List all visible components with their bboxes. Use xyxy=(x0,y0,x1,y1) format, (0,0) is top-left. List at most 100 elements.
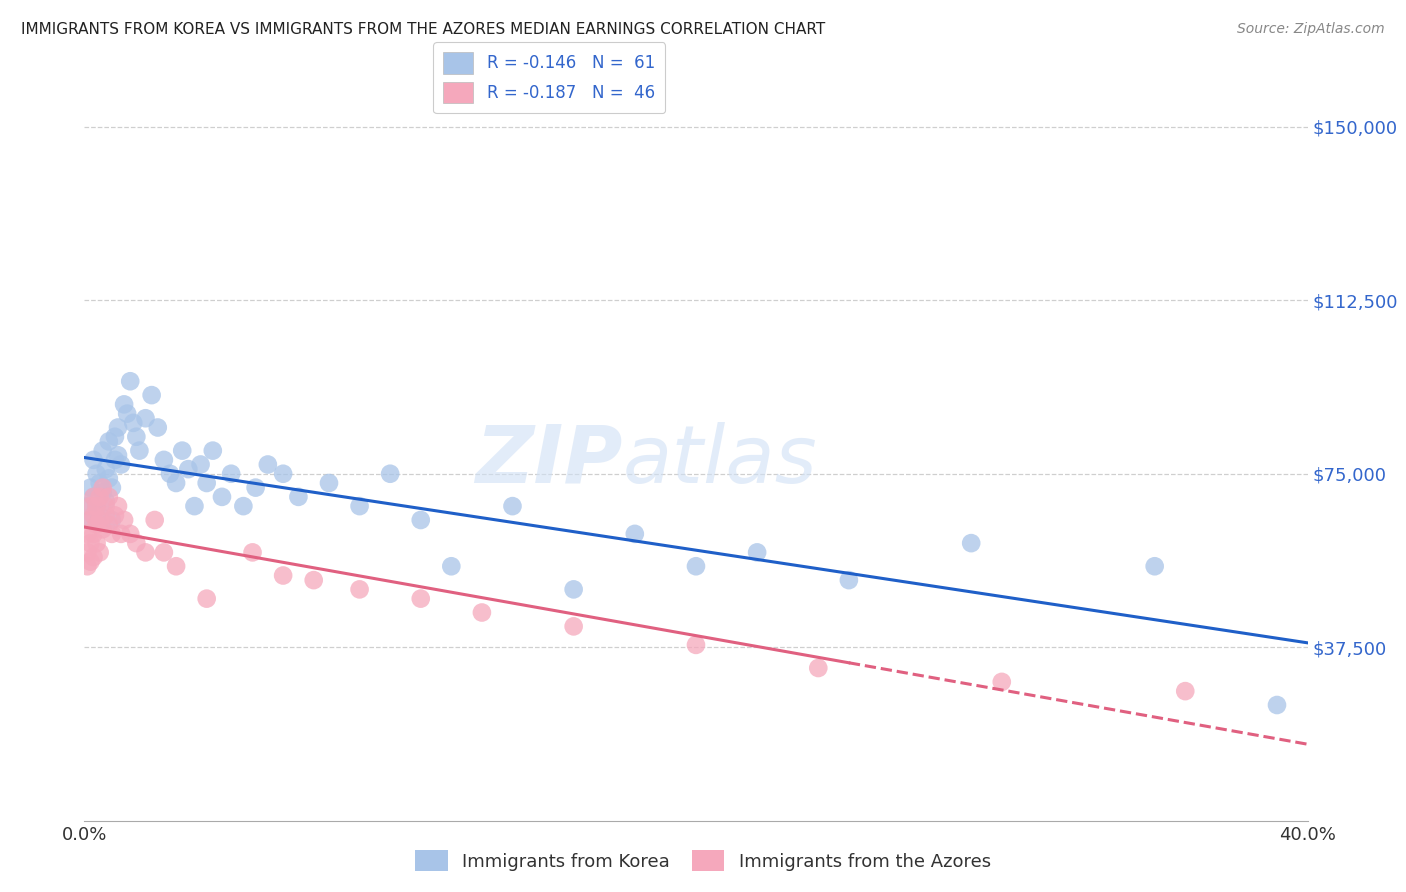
Point xyxy=(125,536,148,550)
Point xyxy=(135,545,157,559)
Point xyxy=(135,411,157,425)
Text: atlas: atlas xyxy=(623,422,817,500)
Point xyxy=(79,513,101,527)
Point xyxy=(349,582,371,597)
Point xyxy=(89,513,111,527)
Point xyxy=(86,536,108,550)
Point xyxy=(83,527,105,541)
Point xyxy=(112,513,135,527)
Point xyxy=(287,490,309,504)
Point xyxy=(1174,684,1197,698)
Point xyxy=(115,407,138,421)
Point xyxy=(747,545,769,559)
Text: ZIP: ZIP xyxy=(475,422,623,500)
Point xyxy=(502,499,524,513)
Point xyxy=(153,545,176,559)
Point xyxy=(91,485,114,500)
Point xyxy=(83,549,105,564)
Point xyxy=(440,559,463,574)
Point xyxy=(91,443,114,458)
Point xyxy=(685,638,707,652)
Point xyxy=(83,453,105,467)
Point xyxy=(101,527,124,541)
Point xyxy=(89,508,111,523)
Legend: R = -0.146   N =  61, R = -0.187   N =  46: R = -0.146 N = 61, R = -0.187 N = 46 xyxy=(433,42,665,113)
Point xyxy=(86,499,108,513)
Point xyxy=(177,462,200,476)
Point xyxy=(107,448,129,462)
Point xyxy=(271,568,294,582)
Point xyxy=(219,467,242,481)
Point xyxy=(172,443,194,458)
Point xyxy=(89,475,111,490)
Point xyxy=(195,591,218,606)
Point xyxy=(201,443,224,458)
Point xyxy=(76,545,98,559)
Point xyxy=(79,536,101,550)
Point xyxy=(807,661,830,675)
Point xyxy=(76,559,98,574)
Point xyxy=(211,490,233,504)
Point xyxy=(91,481,114,495)
Point xyxy=(271,467,294,481)
Point xyxy=(409,591,432,606)
Point xyxy=(685,559,707,574)
Point xyxy=(89,545,111,559)
Point xyxy=(79,499,101,513)
Point xyxy=(991,674,1014,689)
Point xyxy=(349,499,371,513)
Point xyxy=(101,481,124,495)
Point xyxy=(242,545,264,559)
Point xyxy=(165,559,187,574)
Point xyxy=(232,499,254,513)
Point xyxy=(141,388,163,402)
Point xyxy=(97,434,120,449)
Point xyxy=(83,490,105,504)
Point xyxy=(409,513,432,527)
Point xyxy=(101,513,124,527)
Point xyxy=(97,517,120,532)
Point xyxy=(125,430,148,444)
Point xyxy=(104,508,127,523)
Point xyxy=(79,513,101,527)
Point xyxy=(97,490,120,504)
Point xyxy=(122,416,145,430)
Text: IMMIGRANTS FROM KOREA VS IMMIGRANTS FROM THE AZORES MEDIAN EARNINGS CORRELATION : IMMIGRANTS FROM KOREA VS IMMIGRANTS FROM… xyxy=(21,22,825,37)
Point xyxy=(146,420,169,434)
Point xyxy=(838,573,860,587)
Point xyxy=(1143,559,1166,574)
Point xyxy=(562,619,585,633)
Point xyxy=(86,467,108,481)
Point xyxy=(86,499,108,513)
Point xyxy=(143,513,166,527)
Point xyxy=(97,471,120,485)
Point xyxy=(107,420,129,434)
Point xyxy=(562,582,585,597)
Point xyxy=(83,490,105,504)
Point xyxy=(112,397,135,411)
Point xyxy=(120,374,142,388)
Point xyxy=(79,555,101,569)
Point xyxy=(120,527,142,541)
Point xyxy=(110,458,132,472)
Point xyxy=(104,453,127,467)
Point xyxy=(257,458,280,472)
Point xyxy=(94,462,117,476)
Point xyxy=(94,499,117,513)
Point xyxy=(165,475,187,490)
Point xyxy=(153,453,176,467)
Point xyxy=(89,490,111,504)
Point xyxy=(245,481,267,495)
Point xyxy=(128,443,150,458)
Point xyxy=(86,517,108,532)
Point xyxy=(471,606,494,620)
Point xyxy=(960,536,983,550)
Point xyxy=(624,527,647,541)
Point xyxy=(380,467,402,481)
Point xyxy=(159,467,181,481)
Point xyxy=(190,458,212,472)
Point xyxy=(83,508,105,523)
Point xyxy=(1265,698,1288,712)
Point xyxy=(183,499,205,513)
Point xyxy=(302,573,325,587)
